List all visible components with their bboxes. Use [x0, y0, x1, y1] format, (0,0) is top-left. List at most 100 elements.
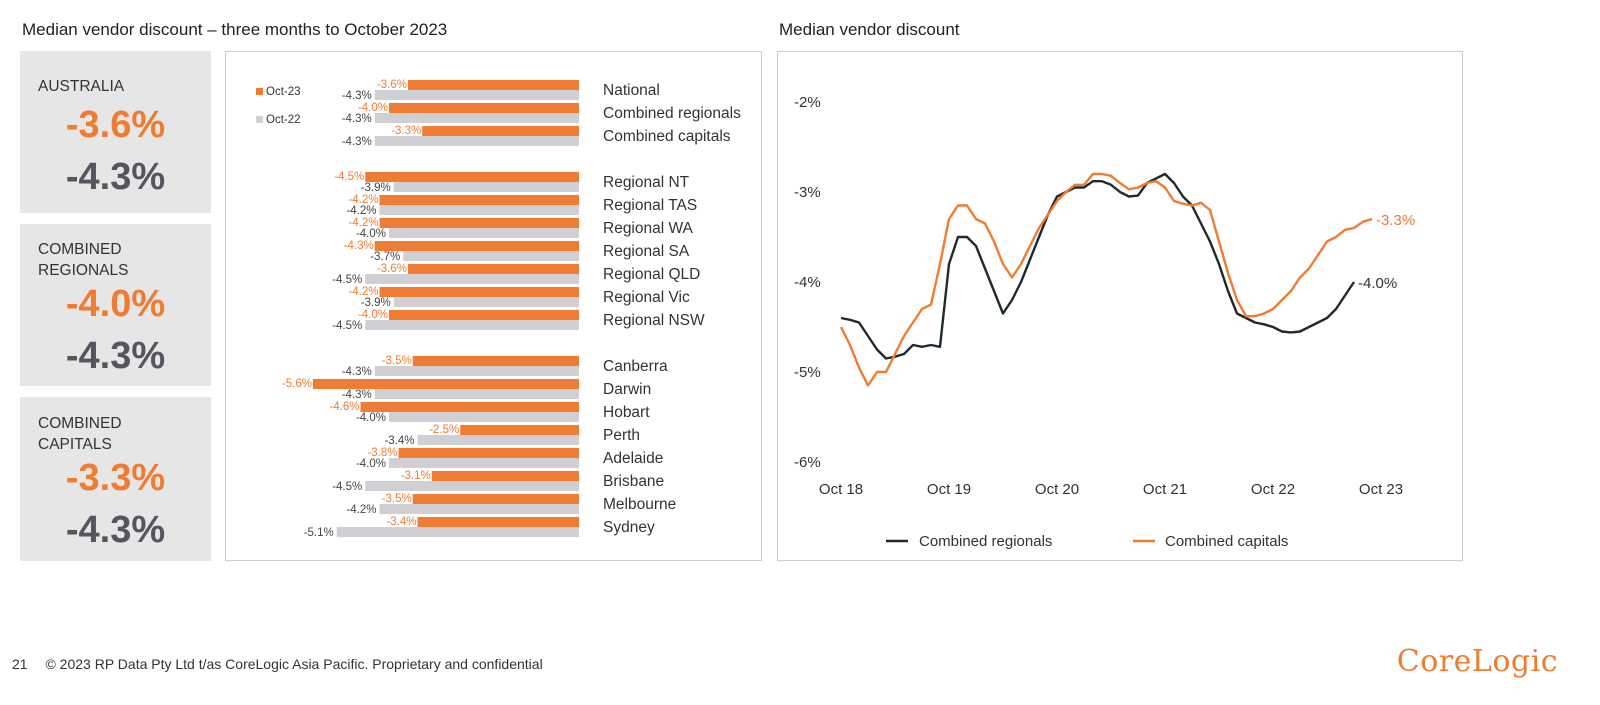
bar-oct22: [365, 481, 579, 491]
summary-combined-regionals: COMBINED REGIONALS -4.0% -4.3%: [20, 224, 211, 386]
bar-oct23: [374, 241, 579, 251]
summary-combined-capitals: COMBINED CAPITALS -3.3% -4.3%: [20, 397, 211, 561]
y-tick-label: -6%: [794, 454, 821, 471]
category-label: National: [603, 82, 660, 99]
bar-oct23: [365, 172, 579, 182]
category-label: Canberra: [603, 358, 668, 375]
data-label-oct22: -4.3%: [342, 389, 372, 401]
bar-oct23: [408, 80, 579, 90]
category-label: Regional TAS: [603, 197, 697, 214]
copyright-text: © 2023 RP Data Pty Ltd t/as CoreLogic As…: [45, 656, 543, 672]
series-line-combined-regionals: [840, 172, 1355, 360]
category-label: Regional QLD: [603, 266, 700, 283]
summary-label: AUSTRALIA: [38, 78, 125, 95]
data-label-oct23: -3.5%: [382, 355, 412, 367]
bar-oct23: [379, 287, 579, 297]
bar-oct23: [389, 103, 579, 113]
category-label: Regional WA: [603, 220, 694, 237]
legend-swatch-oct22: [256, 116, 263, 123]
data-label-oct22: -4.3%: [342, 90, 372, 102]
legend-label-combined-capitals: Combined capitals: [1165, 533, 1288, 550]
summary-australia: AUSTRALIA -3.6% -4.3%: [20, 51, 211, 213]
bar-oct22: [389, 458, 579, 468]
data-label-oct23: -3.4%: [386, 516, 416, 528]
legend-label-oct22: Oct-22: [266, 114, 301, 126]
series-line-combined-capitals: [839, 172, 1373, 387]
page-number: 21: [12, 656, 28, 672]
data-label-oct22: -3.7%: [370, 251, 400, 263]
data-label-oct23: -2.5%: [429, 424, 459, 436]
data-label-oct22: -4.3%: [342, 136, 372, 148]
data-label-oct23: -4.0%: [358, 102, 388, 114]
category-label: Regional SA: [603, 243, 690, 260]
category-label: Adelaide: [603, 450, 663, 467]
series-end-label: -4.0%: [1358, 275, 1397, 292]
bar-oct22: [403, 251, 579, 261]
bar-oct22: [417, 435, 579, 445]
data-label-oct22: -4.5%: [332, 481, 362, 493]
bar-oct22: [365, 274, 579, 284]
summary-current-value: -3.3%: [65, 457, 166, 499]
category-label: Regional Vic: [603, 289, 690, 306]
data-label-oct22: -4.2%: [346, 504, 376, 516]
legend-label-oct23: Oct-23: [266, 86, 301, 98]
data-label-oct22: -4.5%: [332, 274, 362, 286]
summary-previous-value: -4.3%: [65, 509, 166, 551]
data-label-oct23: -4.5%: [334, 171, 364, 183]
data-label-oct23: -4.2%: [348, 194, 378, 206]
x-tick-label: Oct 18: [819, 481, 863, 498]
summary-label: COMBINED REGIONALS: [38, 241, 129, 279]
category-label: Hobart: [603, 404, 650, 421]
category-label: Combined capitals: [603, 128, 731, 145]
bar-oct22: [393, 182, 579, 192]
data-label-oct22: -4.0%: [356, 458, 386, 470]
bar-oct23: [417, 517, 579, 527]
bar-chart-panel: Oct-23 Oct-22 -3.6% -4.3% National -4.0% -4.3%…: [225, 51, 762, 561]
bar-oct22: [374, 389, 579, 399]
summary-label: COMBINED CAPITALS: [38, 415, 122, 453]
data-label-oct23: -4.3%: [344, 240, 374, 252]
data-label-oct23: -4.2%: [348, 217, 378, 229]
y-tick-label: -4%: [794, 274, 821, 291]
data-label-oct23: -3.1%: [401, 470, 431, 482]
line-chart-panel: -2% -3% -4% -5% -6% Oct 18 Oct 19 Oct 20 Oct 21 O…: [777, 51, 1463, 561]
data-label-oct23: -4.0%: [358, 309, 388, 321]
series-end-label: -3.3%: [1376, 212, 1415, 229]
bar-oct22: [379, 205, 579, 215]
category-label: Melbourne: [603, 496, 676, 513]
line-chart: -2% -3% -4% -5% -6% Oct 18 Oct 19 Oct 20 Oct 21 O…: [794, 94, 1415, 550]
bar-oct23: [389, 310, 579, 320]
data-label-oct22: -4.5%: [332, 320, 362, 332]
bar-oct23: [460, 425, 579, 435]
bar-oct23: [360, 402, 579, 412]
footer: 21 © 2023 RP Data Pty Ltd t/as CoreLogic…: [12, 656, 557, 672]
data-label-oct22: -4.2%: [346, 205, 376, 217]
bar-oct22: [374, 90, 579, 100]
category-label: Combined regionals: [603, 105, 741, 122]
bar-oct23: [412, 356, 579, 366]
legend-label-combined-regionals: Combined regionals: [919, 533, 1052, 550]
data-label-oct23: -5.6%: [282, 378, 312, 390]
bar-oct22: [389, 228, 579, 238]
data-label-oct23: -4.6%: [329, 401, 359, 413]
right-chart-title: Median vendor discount: [779, 20, 960, 39]
summary-previous-value: -4.3%: [65, 156, 166, 198]
data-label-oct23: -3.6%: [377, 263, 407, 275]
x-tick-label: Oct 23: [1359, 481, 1403, 498]
data-label-oct22: -4.3%: [342, 366, 372, 378]
data-label-oct23: -4.2%: [348, 286, 378, 298]
bar-oct22: [374, 113, 579, 123]
category-label: Sydney: [603, 519, 655, 536]
bar-oct23: [408, 264, 579, 274]
category-label: Perth: [603, 427, 640, 444]
data-label-oct23: -3.8%: [367, 447, 397, 459]
summary-current-value: -3.6%: [65, 104, 166, 146]
summary-current-value: -4.0%: [65, 283, 166, 325]
data-label-oct22: -3.4%: [384, 435, 414, 447]
bar-oct23: [379, 218, 579, 228]
corelogic-logo: CoreLogic: [1396, 644, 1558, 679]
category-label: Brisbane: [603, 473, 664, 490]
left-chart-title: Median vendor discount – three months to…: [22, 20, 448, 39]
bar-oct23: [379, 195, 579, 205]
